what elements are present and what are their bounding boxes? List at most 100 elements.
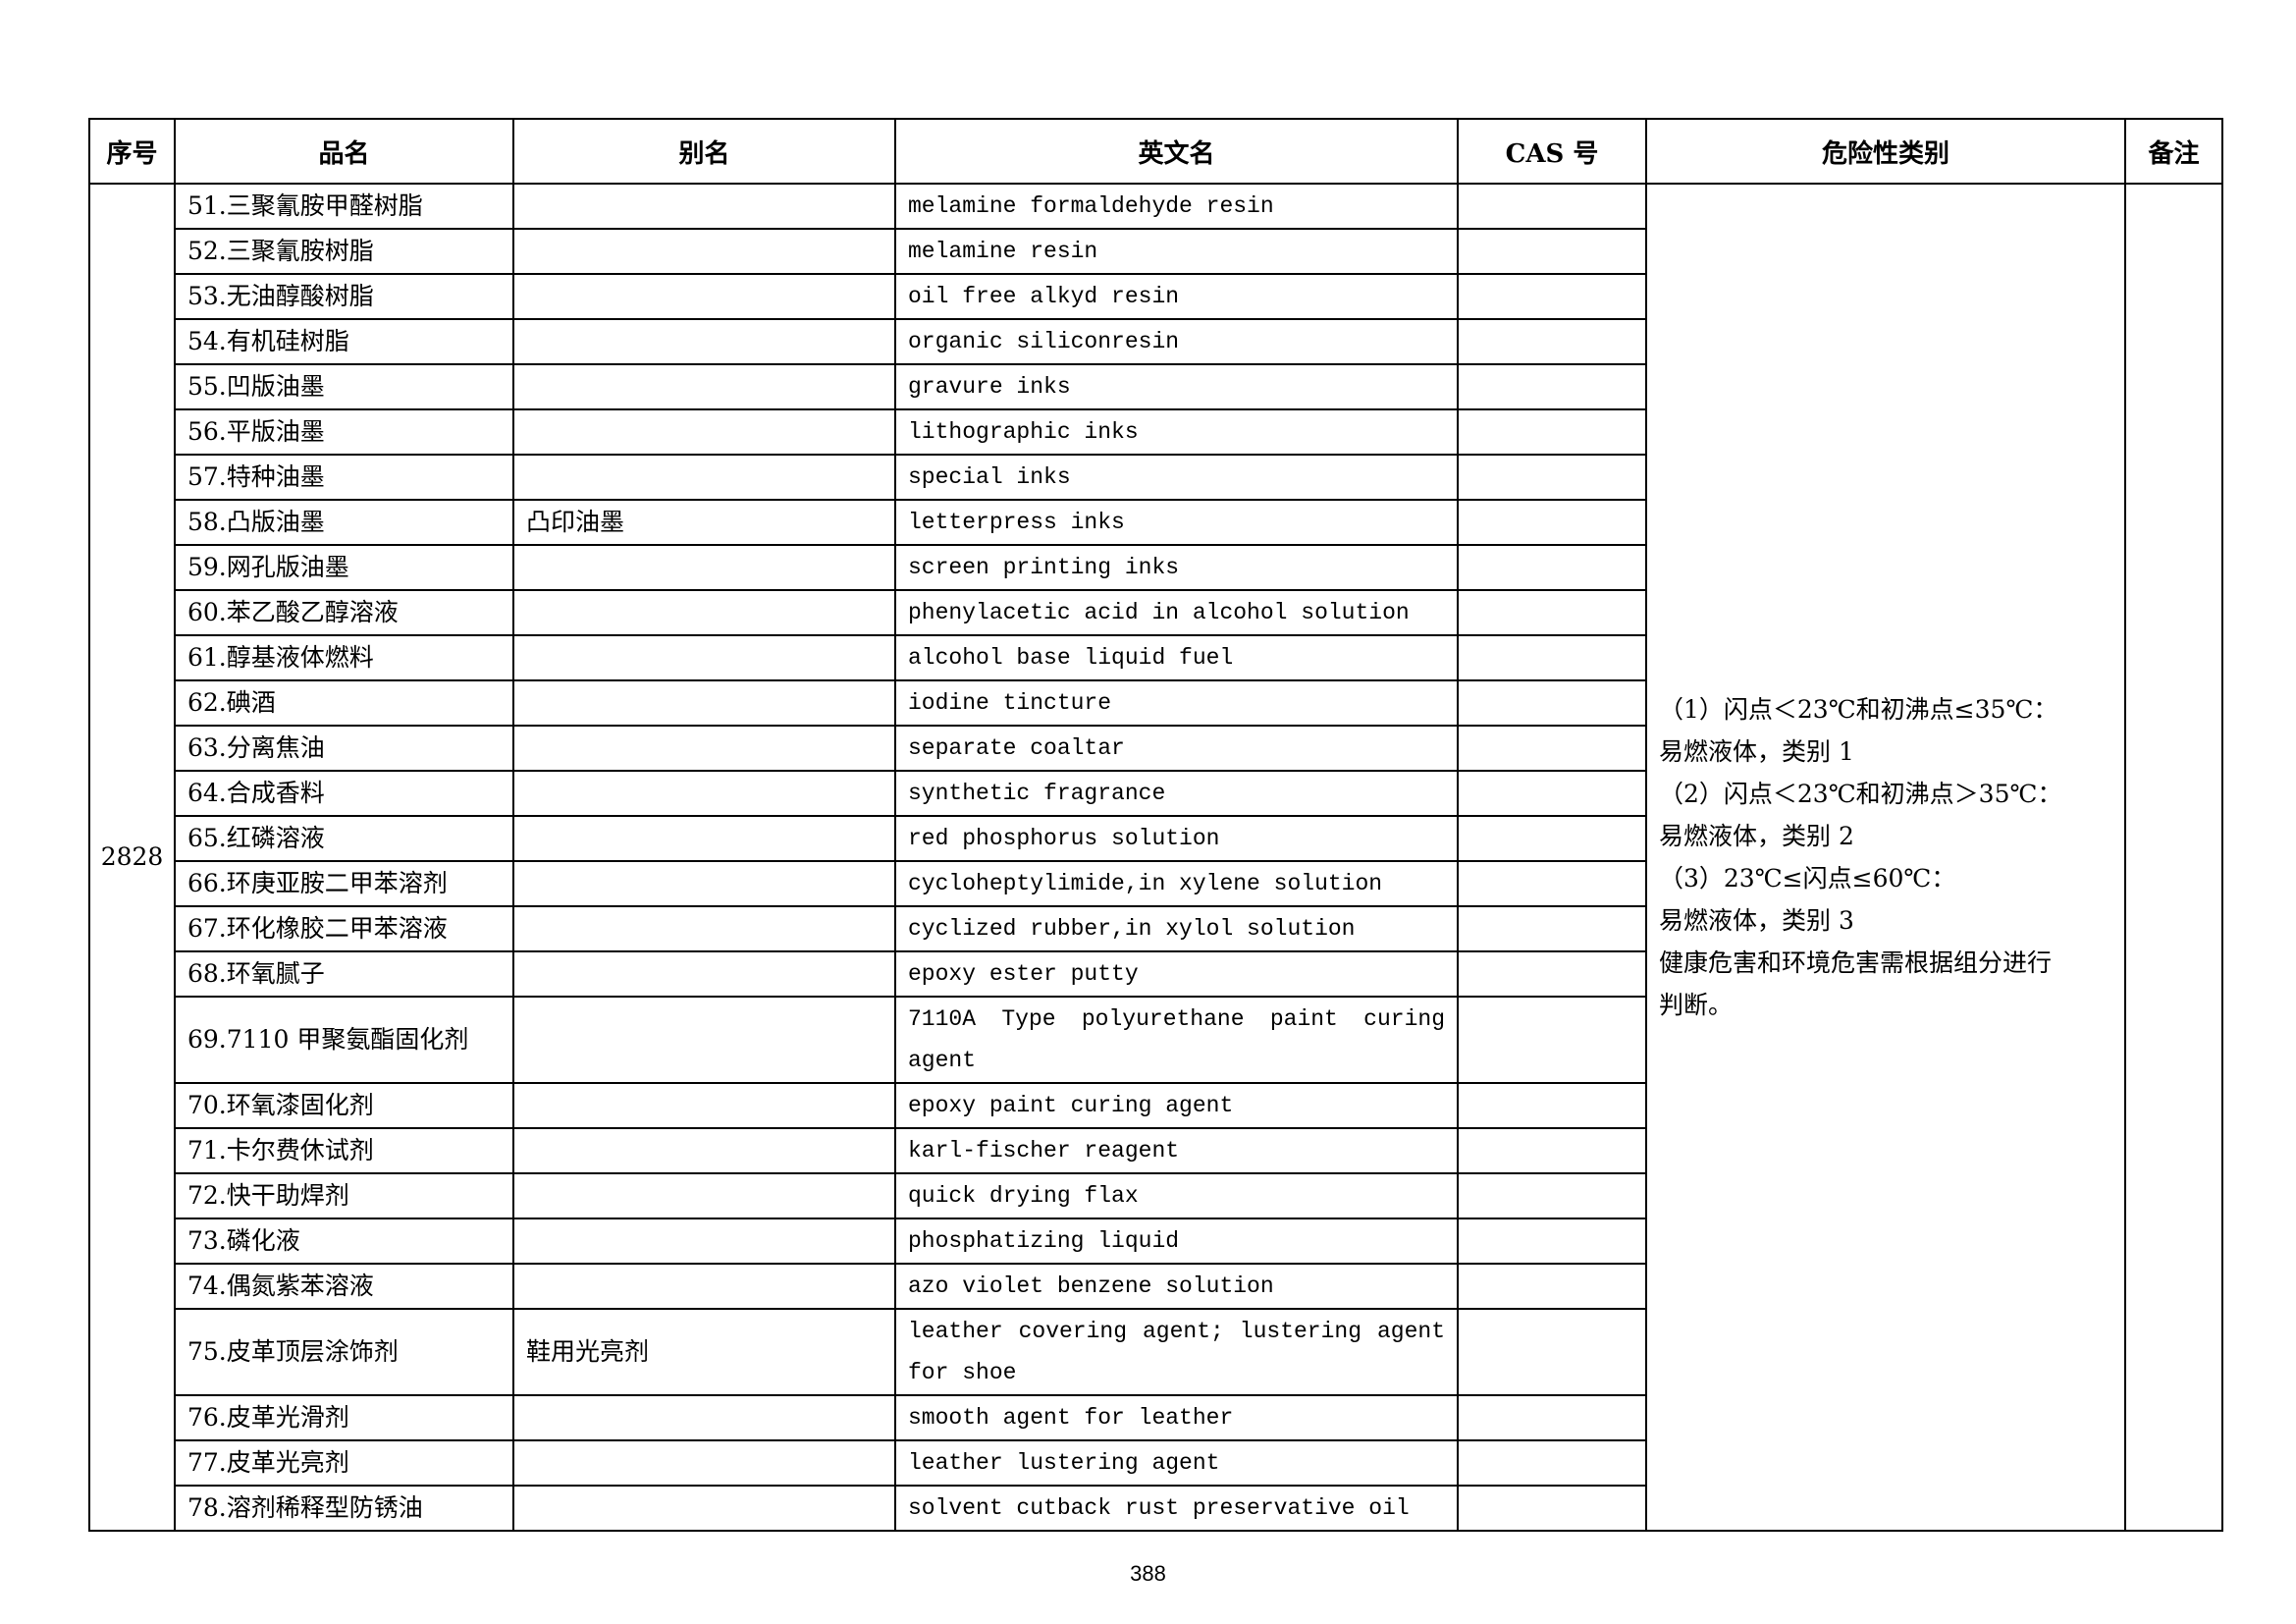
- table-row: 68.环氧腻子 epoxy ester putty: [89, 950, 2222, 998]
- product-name: 58.凸版油墨: [174, 499, 514, 546]
- hazard-line: 易燃液体，类别 3: [1659, 906, 1854, 935]
- table-row: 53.无油醇酸树脂 oil free alkyd resin: [89, 273, 2222, 320]
- alias: [512, 1127, 896, 1174]
- alias: [512, 860, 896, 907]
- english-name: 7110A Type polyurethane paint curing age…: [894, 996, 1459, 1084]
- english-name: lithographic inks: [894, 408, 1459, 456]
- table-row: 54.有机硅树脂 organic siliconresin: [89, 318, 2222, 365]
- english-name: alcohol base liquid fuel: [894, 634, 1459, 681]
- header-alias: 别名: [512, 118, 896, 185]
- alias: [512, 1439, 896, 1487]
- cas-number: [1457, 1218, 1647, 1265]
- header-serial: 序号: [88, 118, 176, 185]
- table-row: 52.三聚氰胺树脂 melamine resin: [89, 228, 2222, 275]
- cas-number: [1457, 1439, 1647, 1487]
- product-name: 76.皮革光滑剂: [174, 1394, 514, 1441]
- alias: [512, 950, 896, 998]
- english-name: melamine formaldehyde resin: [894, 183, 1459, 230]
- hazard-category-cell: （1）闪点＜23℃和初沸点≤35℃： 易燃液体，类别 1 （2）闪点＜23℃和初沸点…: [1645, 183, 2126, 1532]
- product-name: 56.平版油墨: [174, 408, 514, 456]
- alias: [512, 408, 896, 456]
- english-name: cyclized rubber,in xylol solution: [894, 905, 1459, 952]
- table-row: 61.醇基液体燃料 alcohol base liquid fuel: [89, 634, 2222, 681]
- english-name: special inks: [894, 454, 1459, 501]
- table-row: 76.皮革光滑剂 smooth agent for leather: [89, 1394, 2222, 1441]
- cas-number: [1457, 183, 1647, 230]
- product-name: 68.环氧腻子: [174, 950, 514, 998]
- cas-number: [1457, 228, 1647, 275]
- cas-number: [1457, 905, 1647, 952]
- product-name: 61.醇基液体燃料: [174, 634, 514, 681]
- table-row: 62.碘酒 iodine tincture: [89, 679, 2222, 727]
- table-row: 72.快干助焊剂 quick drying flax: [89, 1172, 2222, 1219]
- page-number: 388: [1130, 1561, 1166, 1586]
- table-row: 70.环氧漆固化剂 epoxy paint curing agent: [89, 1082, 2222, 1129]
- english-name: synthetic fragrance: [894, 770, 1459, 817]
- header-name: 品名: [174, 118, 514, 185]
- english-name: azo violet benzene solution: [894, 1263, 1459, 1310]
- cas-number: [1457, 589, 1647, 636]
- english-name: epoxy ester putty: [894, 950, 1459, 998]
- alias: [512, 363, 896, 410]
- english-name: red phosphorus solution: [894, 815, 1459, 862]
- table-row: 77.皮革光亮剂 leather lustering agent: [89, 1439, 2222, 1487]
- english-name: epoxy paint curing agent: [894, 1082, 1459, 1129]
- remarks-cell: [2124, 183, 2223, 1532]
- table-row: 78.溶剂稀释型防锈油 solvent cutback rust preserva…: [89, 1485, 2222, 1532]
- english-name: melamine resin: [894, 228, 1459, 275]
- cas-number: [1457, 273, 1647, 320]
- product-name: 57.特种油墨: [174, 454, 514, 501]
- product-name: 67.环化橡胶二甲苯溶液: [174, 905, 514, 952]
- alias: [512, 634, 896, 681]
- alias: [512, 905, 896, 952]
- hazard-line: （1）闪点＜23℃和初沸点≤35℃：: [1659, 695, 2058, 724]
- chemical-table: 序号 品名 别名 英文名 CAS 号 危险性类别 备注 2828 51.三聚氰胺甲…: [88, 118, 2223, 1532]
- alias: 鞋用光亮剂: [512, 1308, 896, 1396]
- alias: [512, 1172, 896, 1219]
- cas-number: [1457, 996, 1647, 1084]
- header-cas: CAS 号: [1457, 118, 1647, 185]
- alias: [512, 544, 896, 591]
- cas-number: [1457, 1394, 1647, 1441]
- english-name: leather covering agent; lustering agent …: [894, 1308, 1459, 1396]
- alias: [512, 273, 896, 320]
- alias: [512, 679, 896, 727]
- alias: [512, 815, 896, 862]
- alias: [512, 1218, 896, 1265]
- cas-number: [1457, 363, 1647, 410]
- hazard-line: 易燃液体，类别 2: [1659, 822, 1854, 850]
- english-name: organic siliconresin: [894, 318, 1459, 365]
- alias: [512, 454, 896, 501]
- english-name: screen printing inks: [894, 544, 1459, 591]
- product-name: 72.快干助焊剂: [174, 1172, 514, 1219]
- cas-number: [1457, 454, 1647, 501]
- english-name: karl-fischer reagent: [894, 1127, 1459, 1174]
- table-row: 75.皮革顶层涂饰剂 鞋用光亮剂 leather covering agent; l…: [89, 1308, 2222, 1396]
- product-name: 53.无油醇酸树脂: [174, 273, 514, 320]
- alias: [512, 318, 896, 365]
- english-name: letterpress inks: [894, 499, 1459, 546]
- cas-number: [1457, 499, 1647, 546]
- alias: [512, 1394, 896, 1441]
- table-row: 58.凸版油墨 凸印油墨 letterpress inks: [89, 499, 2222, 546]
- english-name: quick drying flax: [894, 1172, 1459, 1219]
- english-name: iodine tincture: [894, 679, 1459, 727]
- english-name: phenylacetic acid in alcohol solution: [894, 589, 1459, 636]
- product-name: 78.溶剂稀释型防锈油: [174, 1485, 514, 1532]
- english-name: solvent cutback rust preservative oil: [894, 1485, 1459, 1532]
- table-row: 71.卡尔费休试剂 karl-fischer reagent: [89, 1127, 2222, 1174]
- product-name: 65.红磷溶液: [174, 815, 514, 862]
- product-name: 69.7110 甲聚氨酯固化剂: [174, 996, 514, 1084]
- product-name: 59.网孔版油墨: [174, 544, 514, 591]
- header-remarks: 备注: [2124, 118, 2223, 185]
- alias: [512, 183, 896, 230]
- cas-number: [1457, 634, 1647, 681]
- header-english-name: 英文名: [894, 118, 1459, 185]
- cas-number: [1457, 1308, 1647, 1396]
- table-row: 74.偶氮紫苯溶液 azo violet benzene solution: [89, 1263, 2222, 1310]
- product-name: 52.三聚氰胺树脂: [174, 228, 514, 275]
- product-name: 75.皮革顶层涂饰剂: [174, 1308, 514, 1396]
- alias: [512, 1263, 896, 1310]
- english-name: gravure inks: [894, 363, 1459, 410]
- table-row: 56.平版油墨 lithographic inks: [89, 408, 2222, 456]
